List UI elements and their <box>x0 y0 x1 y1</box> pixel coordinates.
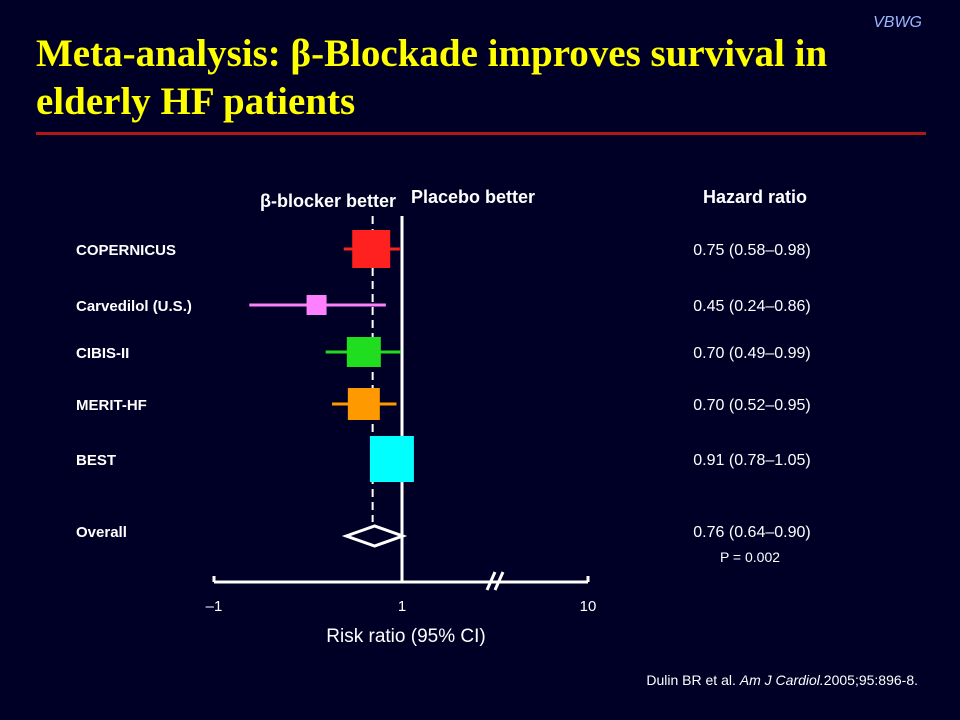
direction-label-left: β-blocker better <box>260 191 396 211</box>
overall-diamond <box>341 524 408 548</box>
study-name: CIBIS-II <box>76 345 129 362</box>
point-estimate-box <box>347 388 380 420</box>
point-estimate-box <box>346 337 381 367</box>
x-axis-label: Risk ratio (95% CI) <box>326 626 485 647</box>
citation: Dulin BR et al. Am J Cardiol.2005;95:896… <box>0 672 918 688</box>
point-estimate-box <box>369 436 414 482</box>
hazard-ratio-value: 0.75 (0.58–0.98) <box>693 242 810 259</box>
slide-tag: VBWG <box>873 14 922 31</box>
x-tick-label: 1 <box>398 598 406 615</box>
slide-title: Meta-analysis: β-Blockade improves survi… <box>36 32 828 123</box>
hazard-ratio-value: 0.70 (0.52–0.95) <box>693 397 810 414</box>
hazard-ratio-value: 0.70 (0.49–0.99) <box>693 345 810 362</box>
direction-label-right: Placebo better <box>411 187 535 207</box>
citation-details: 2005;95:896-8. <box>823 672 918 688</box>
study-name: BEST <box>76 452 116 469</box>
hazard-ratio-header: Hazard ratio <box>703 187 807 207</box>
axis-break-mark <box>485 571 497 591</box>
overall-hazard-ratio-value: 0.76 (0.64–0.90) <box>693 524 810 541</box>
hazard-ratio-value: 0.45 (0.24–0.86) <box>693 298 810 315</box>
x-tick-label: 10 <box>580 598 597 615</box>
study-name: MERIT-HF <box>76 397 147 414</box>
point-estimate-box <box>306 295 327 315</box>
p-value: P = 0.002 <box>720 549 780 565</box>
title-underline <box>36 132 926 135</box>
citation-authors: Dulin BR et al. <box>646 672 736 688</box>
study-name-overall: Overall <box>76 524 127 541</box>
point-estimate-box <box>352 230 391 268</box>
study-name: Carvedilol (U.S.) <box>76 298 192 315</box>
study-name: COPERNICUS <box>76 242 176 259</box>
hazard-ratio-value: 0.91 (0.78–1.05) <box>693 452 810 469</box>
citation-journal: Am J Cardiol. <box>739 672 824 688</box>
x-tick-label: –1 <box>206 598 223 615</box>
axis-break-mark <box>493 571 505 591</box>
